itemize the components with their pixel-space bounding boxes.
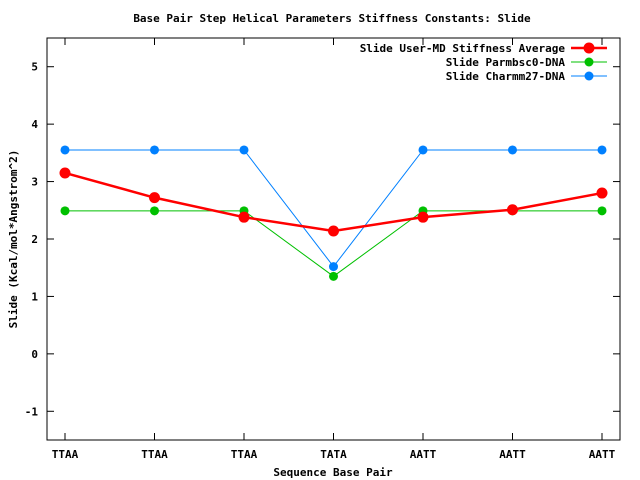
data-point [149,192,160,204]
data-point [238,211,250,223]
plot-frame [46,37,621,441]
data-point [418,145,428,155]
y-axis-label: Slide (Kcal/mol*Angstrom^2) [7,150,20,329]
legend-swatch-marker [584,57,594,67]
series-line [64,171,603,233]
data-point [59,167,71,179]
data-point [150,206,159,216]
data-point [597,145,607,155]
series-layer [59,145,608,281]
legend-item: Slide User-MD Stiffness Average [360,42,607,55]
legend-label: Slide User-MD Stiffness Average [360,42,566,55]
legend-label: Slide Parmbsc0-DNA [446,56,566,69]
x-axis: TTAA TTAA TTAA TATA AATT AATT AATT [52,38,616,461]
data-point [239,145,249,155]
data-point [597,206,607,216]
y-axis: -1 0 1 2 3 4 5 [25,61,620,418]
x-tick-label: AATT [499,448,526,461]
data-point [60,145,70,155]
data-point [508,145,517,155]
y-tick-label: 3 [31,176,38,189]
data-point [596,187,608,199]
legend-item: Slide Parmbsc0-DNA [446,56,607,69]
y-tick-label: 5 [31,61,38,74]
y-tick-label: 0 [31,348,38,361]
x-tick-label: AATT [589,448,616,461]
x-tick-label: TTAA [52,448,79,461]
x-tick-label: AATT [410,448,437,461]
y-tick-label: -1 [25,405,39,418]
data-point [329,262,338,272]
series-2 [60,145,607,272]
data-point [60,206,70,216]
data-point [329,271,338,281]
data-point [417,211,429,223]
data-point [150,145,159,155]
x-axis-label: Sequence Base Pair [273,466,393,479]
x-tick-label: TTAA [141,448,168,461]
y-tick-label: 1 [31,290,38,303]
legend-item: Slide Charmm27-DNA [446,70,607,83]
y-tick-label: 4 [31,118,38,131]
legend-label: Slide Charmm27-DNA [446,70,566,83]
legend-swatch-marker [583,42,595,54]
legend-swatch-marker [584,71,594,81]
series-0 [59,167,608,237]
x-tick-label: TTAA [231,448,258,461]
data-point [328,225,339,237]
x-tick-label: TATA [320,448,347,461]
y-tick-label: 2 [31,233,38,246]
data-point [507,204,518,216]
chart-title: Base Pair Step Helical Parameters Stiffn… [133,12,531,25]
